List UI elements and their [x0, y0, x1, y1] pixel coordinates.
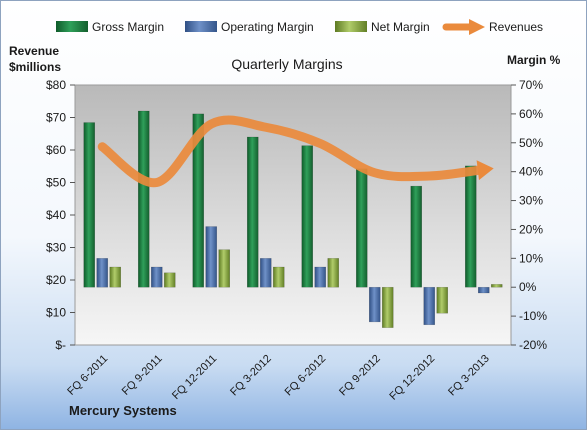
- operating-margin-bar: [205, 226, 217, 288]
- right-axis-tick-label: 70%: [519, 78, 543, 92]
- right-axis-tick-label: 60%: [519, 107, 543, 121]
- operating-margin-bar: [314, 266, 326, 288]
- operating-margin-bar: [260, 258, 272, 288]
- left-axis-label-line1: Revenue: [9, 44, 59, 58]
- right-axis-tick-label: -10%: [519, 309, 547, 323]
- gross-margin-bar: [83, 122, 95, 288]
- net-margin-bar: [327, 258, 339, 288]
- x-category-label: FQ 9-2011: [120, 353, 165, 398]
- operating-margin-bar: [96, 258, 108, 288]
- legend-swatch-gross-margin: [56, 21, 88, 32]
- left-axis-tick-label: $30: [46, 241, 66, 255]
- operating-margin-bar: [478, 286, 490, 294]
- right-axis-tick-label: 0%: [519, 280, 537, 294]
- revenues-arrowhead: [476, 160, 494, 181]
- gross-margin-bar: [301, 145, 313, 288]
- net-margin-bar: [273, 266, 285, 288]
- right-axis-tick-label: 20%: [519, 222, 543, 236]
- legend-swatch-operating-margin: [185, 21, 217, 32]
- left-axis-tick-label: $10: [46, 306, 66, 320]
- right-axis-tick-label: 50%: [519, 136, 543, 150]
- x-category-label: FQ 9-2012: [337, 353, 383, 399]
- gross-margin-bar: [138, 110, 150, 288]
- legend-label-revenues: Revenues: [489, 20, 543, 34]
- operating-margin-bar: [151, 266, 163, 288]
- left-axis-tick-label: $-: [55, 338, 66, 352]
- company-footer: Mercury Systems: [69, 403, 177, 418]
- right-axis-tick-label: -20%: [519, 338, 547, 352]
- legend-label-operating-margin: Operating Margin: [221, 20, 314, 34]
- left-axis-tick-label: $80: [46, 78, 66, 92]
- legend-label-gross-margin: Gross Margin: [92, 20, 164, 34]
- right-axis-tick-label: 30%: [519, 194, 543, 208]
- chart-title: Quarterly Margins: [231, 56, 342, 72]
- legend-swatch-net-margin: [335, 21, 367, 32]
- left-axis-tick-label: $60: [46, 143, 66, 157]
- legend: Gross Margin Operating Margin Net Margin…: [56, 19, 543, 35]
- left-axis-tick-label: $50: [46, 176, 66, 190]
- operating-margin-bar: [369, 286, 381, 323]
- revenues-line: [97, 115, 489, 188]
- gross-margin-bar: [465, 165, 477, 288]
- legend-arrow-icon: [469, 19, 485, 35]
- gross-margin-bar: [410, 185, 422, 288]
- left-axis-tick-label: $40: [46, 208, 66, 222]
- net-margin-bar: [382, 286, 394, 328]
- right-axis-tick-label: 40%: [519, 165, 543, 179]
- gross-margin-bar: [356, 168, 368, 288]
- gross-margin-bar: [192, 113, 204, 288]
- gross-margin-bar: [247, 136, 259, 288]
- left-axis-tick-label: $20: [46, 273, 66, 287]
- net-margin-bar: [491, 284, 503, 288]
- operating-margin-bar: [423, 286, 435, 326]
- x-category-label: FQ 3-2013: [446, 353, 492, 399]
- x-category-label: FQ 3-2012: [228, 353, 274, 399]
- left-axis-tick-label: $70: [46, 111, 66, 125]
- x-category-label: FQ 6-2011: [65, 353, 110, 398]
- net-margin-bar: [164, 272, 176, 288]
- left-axis-label-line2: $millions: [9, 60, 61, 74]
- x-category-label: FQ 12-2012: [387, 353, 437, 403]
- net-margin-bar: [109, 266, 121, 288]
- net-margin-bar: [436, 286, 448, 314]
- x-category-label: FQ 6-2012: [283, 353, 329, 399]
- net-margin-bar: [218, 249, 230, 288]
- legend-label-net-margin: Net Margin: [371, 20, 430, 34]
- x-category-label: FQ 12-2011: [170, 353, 219, 402]
- right-axis-label: Margin %: [507, 53, 561, 67]
- right-axis-tick-label: 10%: [519, 251, 543, 265]
